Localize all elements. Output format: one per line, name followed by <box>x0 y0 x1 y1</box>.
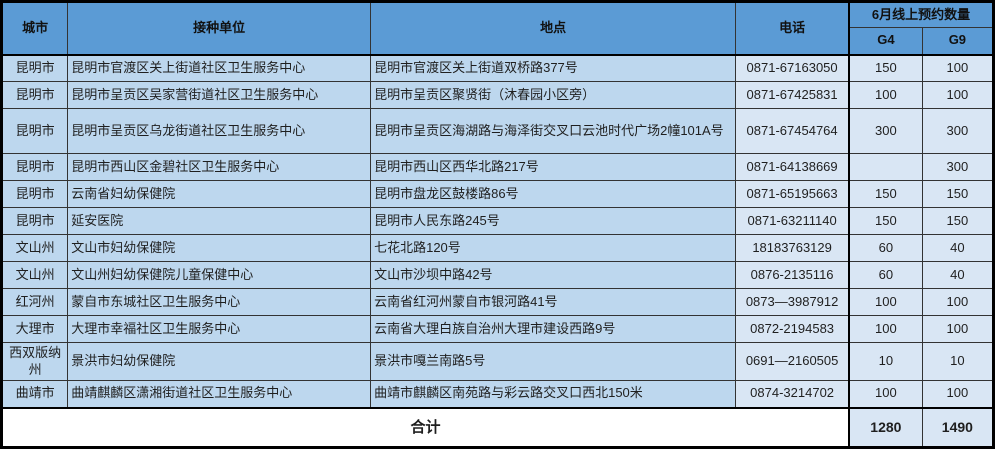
unit-cell: 昆明市呈贡区吴家营街道社区卫生服务中心 <box>67 81 372 109</box>
unit-cell: 延安医院 <box>67 207 372 235</box>
table-row: 大理市 大理市幸福社区卫生服务中心 云南省大理白族自治州大理市建设西路9号 08… <box>0 315 995 343</box>
table-row: 西双版纳州 景洪市妇幼保健院 景洪市嘎兰南路5号 0691—2160505 10… <box>0 342 995 381</box>
unit-cell: 云南省妇幼保健院 <box>67 180 372 208</box>
phone-cell: 0871-63211140 <box>735 207 850 235</box>
phone-cell: 0873—3987912 <box>735 288 850 316</box>
g4-cell: 150 <box>848 54 923 82</box>
city-cell: 大理市 <box>0 315 69 343</box>
location-cell: 昆明市官渡区关上街道双桥路377号 <box>370 54 737 82</box>
phone-cell: 0691—2160505 <box>735 342 850 381</box>
unit-cell: 文山州妇幼保健院儿童保健中心 <box>67 261 372 289</box>
g9-cell: 100 <box>921 315 995 343</box>
table-row: 昆明市 昆明市呈贡区乌龙街道社区卫生服务中心 昆明市呈贡区海湖路与海泽街交叉口云… <box>0 108 995 154</box>
location-cell: 昆明市西山区西华北路217号 <box>370 153 737 181</box>
location-cell: 昆明市盘龙区鼓楼路86号 <box>370 180 737 208</box>
city-cell: 昆明市 <box>0 180 69 208</box>
city-cell: 昆明市 <box>0 153 69 181</box>
city-cell: 文山州 <box>0 261 69 289</box>
location-cell: 昆明市呈贡区海湖路与海泽街交叉口云池时代广场2幢101A号 <box>370 108 737 154</box>
g9-cell: 40 <box>921 234 995 262</box>
total-label: 合计 <box>1 406 850 448</box>
g9-cell: 10 <box>921 342 995 381</box>
header-g4: G4 <box>848 27 923 56</box>
g9-cell: 100 <box>921 81 995 109</box>
table-row: 昆明市 延安医院 昆明市人民东路245号 0871-63211140 150 1… <box>0 207 995 235</box>
unit-cell: 文山市妇幼保健院 <box>67 234 372 262</box>
city-cell: 昆明市 <box>0 54 69 82</box>
location-cell: 昆明市呈贡区聚贤街（沐春园小区旁） <box>370 81 737 109</box>
header-city: 城市 <box>0 1 69 56</box>
phone-cell: 0871-65195663 <box>735 180 850 208</box>
g9-cell: 40 <box>921 261 995 289</box>
header-phone: 电话 <box>735 1 850 56</box>
g4-cell: 150 <box>848 180 923 208</box>
phone-cell: 0871-67454764 <box>735 108 850 154</box>
g4-cell: 100 <box>848 380 923 408</box>
phone-cell: 0871-67425831 <box>735 81 850 109</box>
table-row: 昆明市 昆明市呈贡区吴家营街道社区卫生服务中心 昆明市呈贡区聚贤街（沐春园小区旁… <box>0 81 995 109</box>
location-cell: 昆明市人民东路245号 <box>370 207 737 235</box>
total-g4-cell: 1280 <box>848 406 923 448</box>
g4-cell: 100 <box>848 81 923 109</box>
location-cell: 景洪市嘎兰南路5号 <box>370 342 737 381</box>
g4-cell: 60 <box>848 261 923 289</box>
unit-cell: 昆明市呈贡区乌龙街道社区卫生服务中心 <box>67 108 372 154</box>
header-row-2: G4 G9 <box>2 27 995 56</box>
unit-cell: 曲靖麒麟区潇湘街道社区卫生服务中心 <box>67 380 372 408</box>
table-row: 红河州 蒙自市东城社区卫生服务中心 云南省红河州蒙自市银河路41号 0873—3… <box>0 288 995 316</box>
g4-cell: 150 <box>848 207 923 235</box>
location-cell: 云南省大理白族自治州大理市建设西路9号 <box>370 315 737 343</box>
unit-cell: 昆明市西山区金碧社区卫生服务中心 <box>67 153 372 181</box>
phone-cell: 0871-64138669 <box>735 153 850 181</box>
unit-cell: 昆明市官渡区关上街道社区卫生服务中心 <box>67 54 372 82</box>
header-row-1: 城市 接种单位 地点 电话 6月线上预约数量 <box>0 1 995 56</box>
phone-cell: 0874-3214702 <box>735 380 850 408</box>
g4-cell: 300 <box>848 108 923 154</box>
g4-cell: 100 <box>848 315 923 343</box>
total-row: 合计 1280 1490 <box>1 406 995 448</box>
g9-cell: 150 <box>921 180 995 208</box>
g9-cell: 100 <box>921 380 995 408</box>
city-cell: 红河州 <box>0 288 69 316</box>
g9-cell: 300 <box>921 153 995 181</box>
location-cell: 云南省红河州蒙自市银河路41号 <box>370 288 737 316</box>
table-row: 曲靖市 曲靖麒麟区潇湘街道社区卫生服务中心 曲靖市麒麟区南苑路与彩云路交叉口西北… <box>0 380 995 408</box>
g9-cell: 150 <box>921 207 995 235</box>
g4-cell: 100 <box>848 288 923 316</box>
location-cell: 曲靖市麒麟区南苑路与彩云路交叉口西北150米 <box>370 380 737 408</box>
table-row: 文山州 文山州妇幼保健院儿童保健中心 文山市沙坝中路42号 0876-21351… <box>0 261 995 289</box>
header-unit: 接种单位 <box>67 1 372 56</box>
city-cell: 西双版纳州 <box>0 342 69 381</box>
unit-cell: 景洪市妇幼保健院 <box>67 342 372 381</box>
unit-cell: 蒙自市东城社区卫生服务中心 <box>67 288 372 316</box>
phone-cell: 0871-67163050 <box>735 54 850 82</box>
g4-cell: 10 <box>848 342 923 381</box>
city-cell: 昆明市 <box>0 207 69 235</box>
table-row: 昆明市 昆明市官渡区关上街道社区卫生服务中心 昆明市官渡区关上街道双桥路377号… <box>0 54 995 82</box>
g9-cell: 100 <box>921 288 995 316</box>
table-row: 文山州 文山市妇幼保健院 七花北路120号 18183763129 60 40 <box>0 234 995 262</box>
city-cell: 昆明市 <box>0 81 69 109</box>
total-g9-cell: 1490 <box>921 406 995 448</box>
unit-cell: 大理市幸福社区卫生服务中心 <box>67 315 372 343</box>
g4-cell <box>848 153 923 181</box>
phone-cell: 0876-2135116 <box>735 261 850 289</box>
phone-cell: 0872-2194583 <box>735 315 850 343</box>
city-cell: 曲靖市 <box>0 380 69 408</box>
phone-cell: 18183763129 <box>735 234 850 262</box>
location-cell: 七花北路120号 <box>370 234 737 262</box>
g9-cell: 100 <box>921 54 995 82</box>
city-cell: 昆明市 <box>0 108 69 154</box>
table-row: 昆明市 云南省妇幼保健院 昆明市盘龙区鼓楼路86号 0871-65195663 … <box>0 180 995 208</box>
table-row: 昆明市 昆明市西山区金碧社区卫生服务中心 昆明市西山区西华北路217号 0871… <box>0 153 995 181</box>
g9-cell: 300 <box>921 108 995 154</box>
g4-cell: 60 <box>848 234 923 262</box>
header-location: 地点 <box>370 1 737 56</box>
city-cell: 文山州 <box>0 234 69 262</box>
header-g9: G9 <box>921 27 995 56</box>
location-cell: 文山市沙坝中路42号 <box>370 261 737 289</box>
header-booking-group: 6月线上预约数量 <box>848 1 995 28</box>
